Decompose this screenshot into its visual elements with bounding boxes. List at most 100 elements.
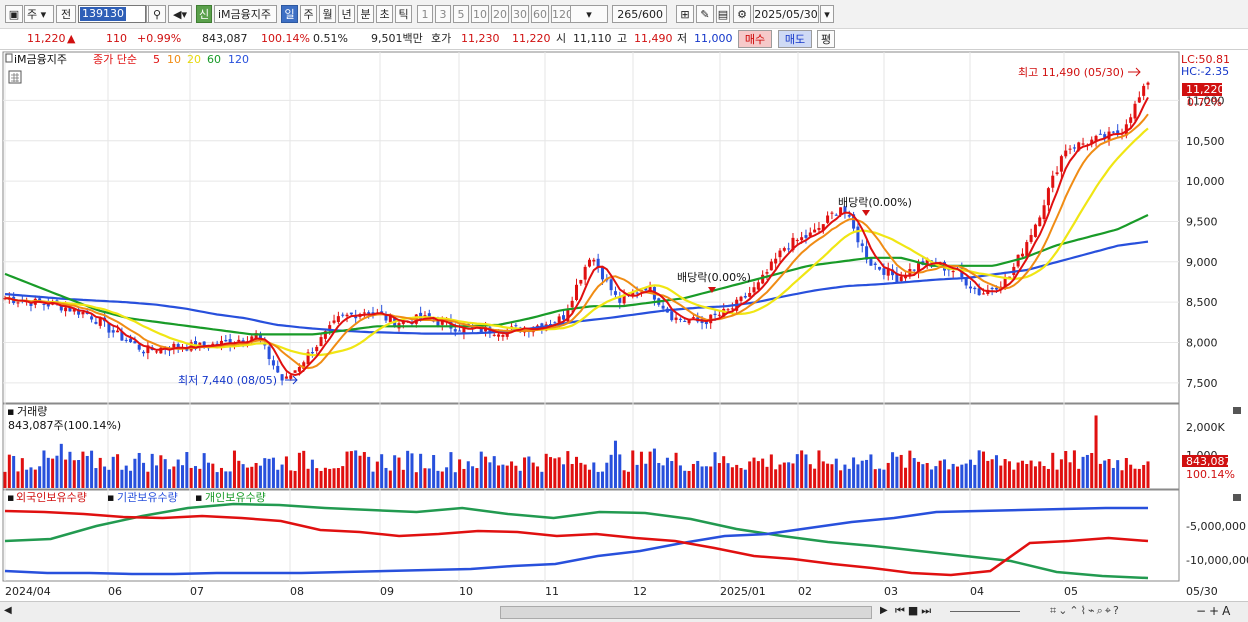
volume-bar: [1012, 469, 1016, 488]
volume-bar: [527, 456, 531, 488]
candle-body: [579, 279, 583, 284]
date-field[interactable]: 2025/05/30: [753, 5, 819, 23]
interval-button-10[interactable]: 10: [471, 5, 489, 23]
buy-button[interactable]: 매수: [738, 30, 772, 48]
candle-body: [973, 287, 977, 290]
volume-bar: [1038, 461, 1042, 488]
volume-bar: [804, 454, 808, 488]
playback-controls[interactable]: ⏮■⏭: [895, 604, 935, 617]
draw-tools-icons[interactable]: ⌗⌄⌃⌇⌁⌕⌖?: [1050, 604, 1121, 617]
volume-bar: [1007, 461, 1011, 488]
candle-body: [137, 344, 141, 350]
candle-body: [59, 305, 63, 311]
grid-toggle-icon[interactable]: [8, 70, 22, 84]
price-tick-label: 8,500: [1186, 296, 1218, 309]
interval-button-20[interactable]: 20: [491, 5, 509, 23]
candle-body: [94, 321, 98, 324]
window-icon[interactable]: ▣: [5, 5, 23, 23]
holding-lines: [4, 502, 1149, 580]
volume-bar: [1116, 460, 1120, 488]
bar-count-field[interactable]: 265/600: [612, 5, 667, 23]
stock-chart-svg: iM금융지주 종가 단순 5 10 20 60 120 LC:50.81 HC:…: [0, 50, 1248, 600]
volume-bar: [609, 454, 613, 488]
candle-body: [687, 320, 691, 324]
volume-bar: [852, 457, 856, 488]
zoom-controls[interactable]: −+A: [1196, 604, 1234, 618]
calendar-icon[interactable]: ▾: [820, 5, 834, 23]
volume-close-icon[interactable]: [1233, 407, 1241, 414]
volume-bar: [1033, 466, 1037, 488]
period-tab-6[interactable]: 틱: [395, 5, 412, 23]
candle-body: [458, 330, 462, 332]
candle-body: [440, 320, 444, 325]
holding-marker-icon: ▪: [7, 491, 14, 504]
volume-bar: [124, 465, 128, 488]
interval-button-30[interactable]: 30: [511, 5, 529, 23]
price-tick-label: 9,500: [1186, 215, 1218, 228]
volume-bar: [518, 470, 522, 488]
volume-bar: [206, 462, 210, 488]
volume-bar: [743, 469, 747, 488]
candle-body: [990, 287, 994, 290]
sell-button[interactable]: 매도: [778, 30, 812, 48]
volume-bar: [332, 468, 336, 488]
candle-body: [90, 316, 94, 320]
price-tick-label: 9,000: [1186, 256, 1218, 269]
period-tab-0[interactable]: 일: [281, 5, 298, 23]
candle-body: [644, 287, 648, 291]
holding-close-icon[interactable]: [1233, 494, 1241, 501]
indicator-icon[interactable]: ⊞: [676, 5, 694, 23]
period-tab-3[interactable]: 년: [338, 5, 355, 23]
candle-body: [1090, 139, 1094, 144]
scroll-bar[interactable]: ◀ ▶ ⏮■⏭ ⌗⌄⌃⌇⌁⌕⌖? −+A: [0, 601, 1248, 622]
save-icon[interactable]: ▤: [716, 5, 730, 23]
period-tab-4[interactable]: 분: [357, 5, 374, 23]
search-icon[interactable]: ⚲: [148, 5, 166, 23]
market-select[interactable]: 주 ▾: [24, 5, 54, 23]
scroll-left-icon[interactable]: ◀: [4, 605, 12, 616]
candle-body: [310, 352, 314, 354]
trade-amount: 9,501백만: [371, 32, 423, 45]
volume-bar: [873, 469, 877, 488]
volume-bar: [921, 464, 925, 488]
interval-button-1[interactable]: 1: [417, 5, 433, 23]
candle-body: [743, 295, 747, 298]
candle-body: [267, 346, 271, 360]
candle-body: [800, 237, 804, 241]
avg-button[interactable]: 평: [817, 30, 835, 48]
interval-button-60[interactable]: 60: [531, 5, 549, 23]
individual-holding-line: [4, 502, 1149, 580]
scroll-right-icon[interactable]: ▶: [880, 605, 888, 616]
chart-area[interactable]: iM금융지주 종가 단순 5 10 20 60 120 LC:50.81 HC:…: [0, 50, 1248, 600]
period-tab-2[interactable]: 월: [319, 5, 336, 23]
period-tab-1[interactable]: 주: [300, 5, 317, 23]
high-note: 최고 11,490 (05/30): [1018, 66, 1124, 79]
period-tab-5[interactable]: 초: [376, 5, 393, 23]
scope-select[interactable]: 전: [56, 5, 76, 23]
volume-bar: [1120, 470, 1124, 488]
candle-body: [427, 313, 431, 320]
volume-bar: [618, 454, 622, 488]
interval-button-5[interactable]: 5: [453, 5, 469, 23]
zoom-slider[interactable]: [950, 611, 1020, 612]
candle-body: [514, 325, 518, 327]
volume-bar: [29, 467, 33, 488]
draw-tool-icon[interactable]: ✎: [696, 5, 714, 23]
stock-name-field[interactable]: iM금융지주: [214, 5, 277, 23]
volume-bar: [362, 452, 366, 488]
volume-bar: [315, 468, 319, 488]
candle-body: [795, 240, 799, 242]
new-button[interactable]: 신: [196, 5, 212, 23]
scroll-thumb[interactable]: [500, 606, 872, 619]
volume-bar: [687, 470, 691, 488]
volume-bar: [510, 461, 514, 488]
volume-bar: [782, 462, 786, 488]
candle-body: [16, 302, 20, 304]
candle-body: [826, 215, 830, 223]
gear-icon[interactable]: ⚙: [733, 5, 751, 23]
interval-dropdown[interactable]: ▾: [570, 5, 608, 23]
interval-button-3[interactable]: 3: [435, 5, 451, 23]
speaker-icon[interactable]: ◀▾: [168, 5, 192, 23]
stock-code-input[interactable]: 139130: [78, 5, 146, 23]
price-tick-label: 10,000: [1186, 175, 1225, 188]
